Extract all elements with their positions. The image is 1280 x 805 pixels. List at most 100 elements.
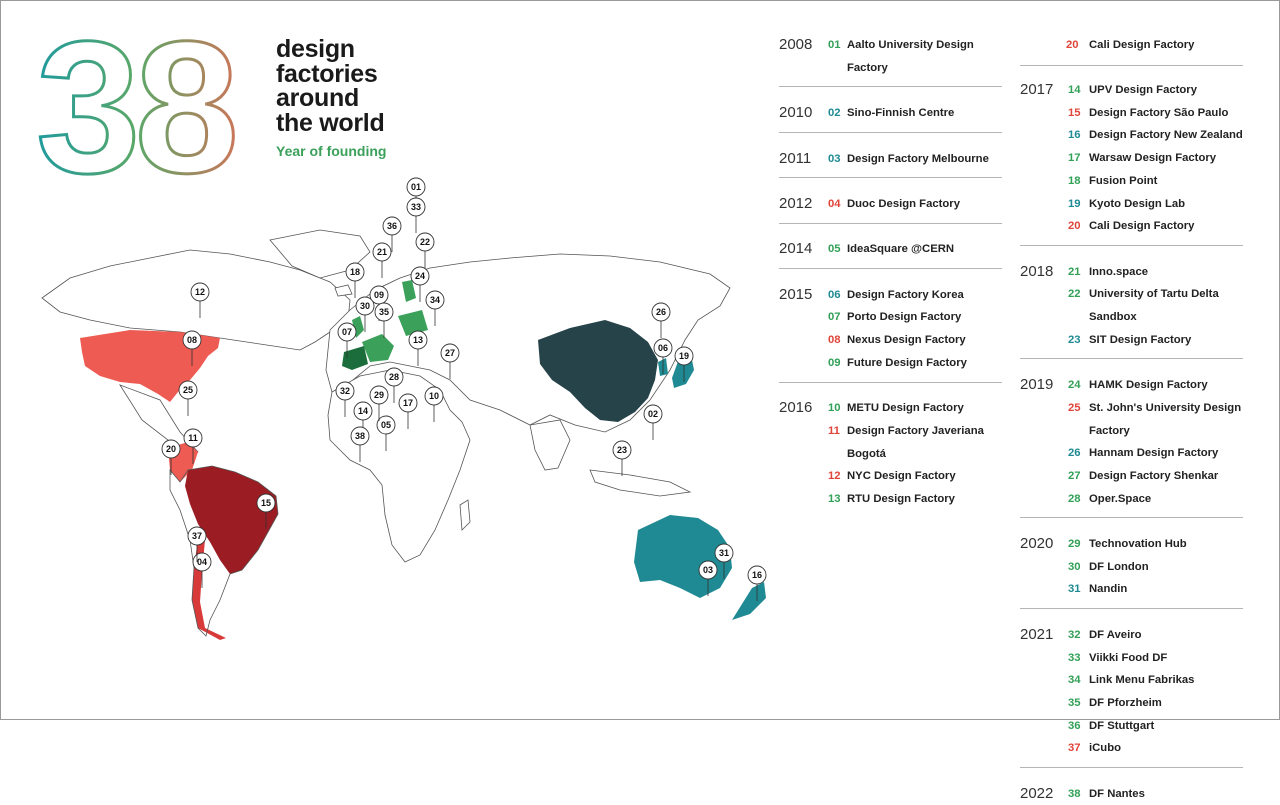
year-label: 2014 (779, 240, 813, 258)
pin-label: 06 (658, 343, 668, 353)
europe-shapes (352, 280, 428, 362)
entry-name: Duoc Design Factory (847, 197, 960, 210)
pin-label: 36 (387, 221, 397, 231)
pin-label: 09 (374, 290, 384, 300)
entry-number: 37 (1068, 742, 1081, 755)
indonesia-outline (589, 469, 692, 497)
entry-name: Nexus Design Factory (847, 334, 966, 347)
entry-number: 35 (1068, 696, 1081, 709)
entry-name: Kyoto Design Lab (1089, 197, 1186, 210)
entry-number: 34 (1068, 674, 1081, 687)
pin-circle (374, 302, 394, 322)
pin-label: 12 (195, 287, 205, 297)
entry-number: 20 (1068, 220, 1081, 233)
pin-circle (350, 426, 370, 446)
pin-circle (345, 262, 365, 282)
pin-circle (698, 560, 718, 580)
year-separator (1020, 358, 1243, 360)
pin-circle (183, 428, 203, 448)
china-shape (538, 320, 658, 422)
year-label: 2010 (779, 104, 813, 122)
finland-shape (402, 280, 416, 302)
entry-number: 05 (828, 243, 841, 256)
entry-number: 15 (1068, 106, 1081, 119)
big-number-text: 38 (36, 18, 234, 188)
year-separator (779, 131, 1002, 133)
map-pin-17: 17 (398, 393, 418, 429)
map-pin-06: 06 (653, 338, 673, 374)
brazil-shape (185, 466, 278, 574)
map-pin-23: 23 (612, 440, 632, 476)
pin-circle (372, 242, 392, 262)
year-separator (779, 86, 1002, 88)
pin-circle (398, 393, 418, 413)
pin-label: 14 (358, 406, 368, 416)
map-pin-04: 04 (192, 552, 212, 588)
map-pin-34: 34 (425, 290, 445, 326)
pin-circle (425, 290, 445, 310)
year-separator (1020, 65, 1243, 66)
pin-circle (612, 440, 632, 460)
year-separator (779, 268, 1002, 269)
pin-circle (415, 232, 435, 252)
year-label: 2020 (1020, 535, 1054, 552)
pin-label: 18 (350, 267, 360, 277)
pin-circle (376, 415, 396, 435)
year-label: 2021 (1020, 625, 1054, 643)
map-pin-27: 27 (440, 343, 460, 379)
year-label: 2012 (779, 194, 813, 212)
map-pin-36: 36 (382, 216, 402, 252)
pin-label: 27 (445, 348, 455, 358)
entry-number: 25 (1068, 401, 1081, 414)
entry-number: 01 (828, 39, 841, 51)
year-separator (779, 177, 1002, 179)
year-label: 2015 (779, 285, 813, 303)
pin-circle (182, 330, 202, 350)
map-pin-21: 21 (372, 242, 392, 278)
map-pin-26: 26 (651, 302, 671, 338)
baltics-shape (398, 310, 428, 336)
pin-label: 25 (183, 385, 193, 395)
entry-name: Design Factory Javeriana Bogotá (847, 424, 984, 460)
entry-number: 19 (1068, 197, 1081, 210)
pin-label: 05 (381, 420, 391, 430)
entry-name: DF Stuttgart (1089, 719, 1155, 732)
year-label: 2019 (1020, 376, 1054, 394)
pin-label: 08 (187, 335, 197, 345)
entry-name: DF Nantes (1089, 787, 1145, 800)
year-label: 2017 (1020, 81, 1054, 98)
pin-label: 04 (197, 557, 207, 567)
pin-label: 31 (719, 548, 729, 558)
year-separator (1020, 767, 1243, 768)
pin-label: 29 (374, 390, 384, 400)
world-map: 01 02 03 04 05 06 07 08 09 10 11 12 13 14 15 16 17 18 19 20… (41, 177, 767, 640)
entry-number: 09 (828, 356, 841, 369)
pin-label: 19 (679, 351, 689, 361)
map-pin-05: 05 (376, 415, 396, 451)
entry-name: Sino-Finnish Centre (847, 107, 955, 120)
entry-number: 17 (1068, 152, 1081, 165)
entry-name: DF London (1089, 560, 1149, 573)
entry-name: Nandin (1089, 583, 1128, 596)
map-pin-28: 28 (384, 367, 404, 403)
title-line: around (276, 84, 359, 112)
entry-number: 26 (1068, 447, 1081, 460)
entry-number: 04 (828, 197, 841, 210)
pin-circle (355, 296, 375, 316)
year-separator (1020, 244, 1243, 246)
subtitle: Year of founding (276, 143, 387, 159)
entry-name: DF Pforzheim (1089, 696, 1162, 709)
pin-label: 26 (656, 307, 666, 317)
entry-name: RTU Design Factory (847, 493, 955, 505)
pin-label: 33 (411, 202, 421, 212)
entry-name: SIT Design Factory (1089, 333, 1192, 346)
entry-number: 29 (1068, 538, 1081, 550)
year-separator (1020, 608, 1243, 610)
pin-circle (382, 216, 402, 236)
pin-circle (256, 493, 276, 513)
entry-name: Warsaw Design Factory (1089, 152, 1217, 165)
pin-circle (337, 322, 357, 342)
pin-label: 23 (617, 445, 627, 455)
pin-circle (714, 543, 734, 563)
year-label: 2008 (779, 36, 813, 53)
